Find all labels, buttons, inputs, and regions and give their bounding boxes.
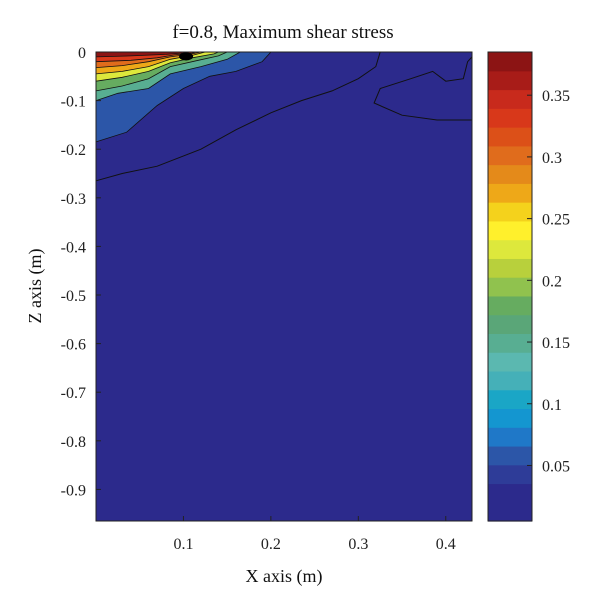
colorbar-band [488, 52, 532, 72]
colorbar-band [488, 445, 532, 466]
colorbar-band [488, 277, 532, 297]
colorbar-ticks: 0.05 0.1 0.15 0.2 0.25 0.3 0.35 [527, 88, 570, 475]
colorbar-band [488, 127, 532, 147]
contour-line-1 [373, 56, 473, 121]
colorbar-band [488, 370, 532, 391]
x-axis-ticks: 0.1 0.2 0.3 0.4 [173, 516, 456, 553]
colorbar-frame [487, 51, 533, 522]
y-axis-ticks: 0 -0.1 -0.2 -0.3 -0.4 -0.5 -0.6 -0.7 -0.8 -0.9 [61, 45, 101, 499]
colorbar-band [488, 464, 532, 485]
y-tick-label: -0.9 [61, 482, 86, 499]
colorbar-tick-label: 0.3 [542, 150, 562, 167]
y-tick-label: -0.3 [61, 191, 86, 208]
colorbar-tick-label: 0.05 [542, 458, 570, 475]
colorbar-band [488, 239, 532, 259]
colorbar-band [488, 314, 532, 334]
y-tick-label: -0.5 [61, 288, 86, 305]
y-tick-label: -0.4 [61, 239, 86, 256]
colorbar-band [488, 295, 532, 316]
plot-frame [95, 51, 473, 522]
colorbar-band [488, 427, 532, 447]
y-tick-label: -0.1 [61, 94, 86, 111]
colorbar-band [488, 408, 532, 428]
y-tick-label: -0.7 [61, 385, 86, 402]
x-tick-label: 0.3 [348, 536, 368, 553]
colorbar-band [488, 389, 532, 410]
colorbar-band [488, 183, 532, 203]
colorbar-band [488, 164, 532, 184]
colorbar-band [488, 258, 532, 278]
colorbar-band [488, 220, 532, 241]
x-tick-label: 0.2 [261, 536, 281, 553]
contour-lines [95, 51, 473, 182]
x-tick-label: 0.1 [173, 536, 193, 553]
chart-title: f=0.8, Maximum shear stress [172, 22, 393, 43]
colorbar-tick-label: 0.2 [542, 273, 562, 290]
contour-line-0 [95, 51, 381, 182]
colorbar-band [488, 202, 532, 222]
colorbar-band [488, 352, 532, 372]
y-tick-label: -0.2 [61, 142, 86, 159]
y-tick-label: -0.6 [61, 337, 86, 354]
colorbar-band [488, 483, 532, 503]
colorbar-band [488, 145, 532, 166]
peak-marker [179, 52, 194, 61]
y-tick-label: 0 [78, 45, 86, 62]
colorbar-bands [488, 52, 532, 522]
colorbar: 0.05 0.1 0.15 0.2 0.25 0.3 0.35 [487, 51, 570, 522]
colorbar-tick-label: 0.15 [542, 335, 570, 352]
colorbar-band [488, 108, 532, 128]
x-tick-label: 0.4 [436, 536, 456, 553]
x-axis-title: X axis (m) [246, 566, 323, 587]
plot-area [95, 51, 473, 522]
y-tick-label: -0.8 [61, 434, 86, 451]
colorbar-tick-label: 0.35 [542, 88, 570, 105]
colorbar-band [488, 70, 532, 91]
colorbar-tick-label: 0.25 [542, 212, 570, 229]
plot-background [96, 52, 472, 521]
colorbar-band [488, 502, 532, 522]
colorbar-band [488, 89, 532, 109]
colorbar-tick-label: 0.1 [542, 397, 562, 414]
y-axis-title: Z axis (m) [25, 249, 46, 324]
colorbar-band [488, 333, 532, 353]
